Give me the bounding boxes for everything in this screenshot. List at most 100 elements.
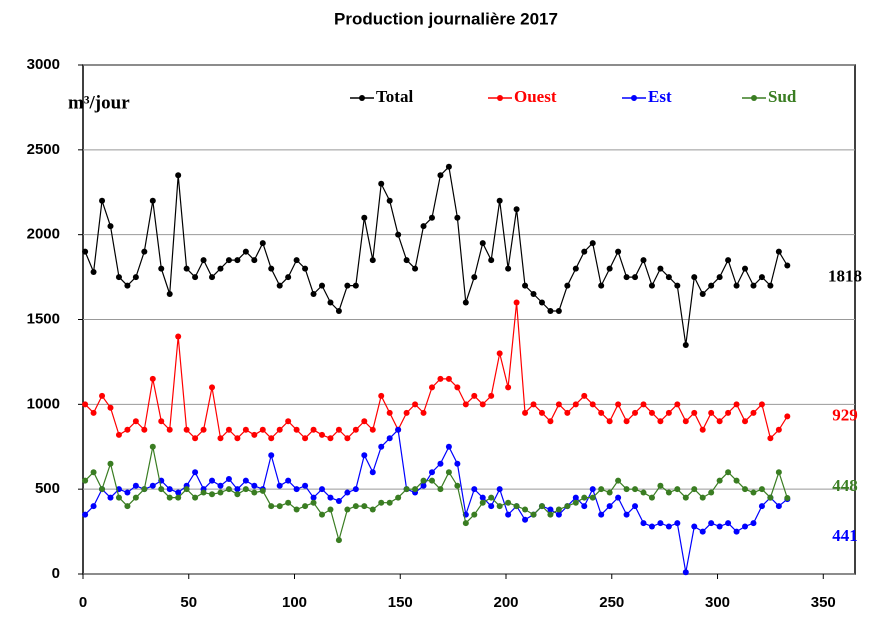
data-point: [183, 265, 190, 272]
data-point: [225, 475, 232, 482]
data-point: [141, 486, 148, 493]
data-point: [445, 469, 452, 476]
data-point: [251, 257, 258, 264]
data-point: [598, 282, 605, 289]
data-point: [369, 257, 376, 264]
data-point: [555, 506, 562, 513]
data-point: [276, 482, 283, 489]
data-point: [361, 503, 368, 510]
data-point: [107, 494, 114, 501]
data-point: [581, 392, 588, 399]
data-point: [454, 214, 461, 221]
data-point: [319, 486, 326, 493]
data-point: [699, 528, 706, 535]
data-point: [166, 494, 173, 501]
data-point: [141, 248, 148, 255]
y-axis-label: m³/jour: [68, 92, 130, 113]
data-point: [581, 248, 588, 255]
data-point: [378, 180, 385, 187]
data-point: [606, 265, 613, 272]
data-point: [82, 248, 89, 255]
data-point: [234, 491, 241, 498]
end-value-label: 929: [832, 405, 858, 424]
data-point: [344, 489, 351, 496]
data-point: [775, 469, 782, 476]
data-point: [107, 404, 114, 411]
data-point: [420, 409, 427, 416]
data-point: [437, 486, 444, 493]
data-point: [640, 401, 647, 408]
data-point: [445, 163, 452, 170]
data-point: [767, 282, 774, 289]
data-point: [386, 435, 393, 442]
data-point: [530, 401, 537, 408]
data-point: [623, 486, 630, 493]
data-point: [784, 494, 791, 501]
data-point: [251, 489, 258, 496]
data-point: [674, 401, 681, 408]
data-point: [699, 494, 706, 501]
data-point: [758, 486, 765, 493]
data-point: [183, 486, 190, 493]
data-point: [445, 443, 452, 450]
data-point: [200, 257, 207, 264]
data-point: [598, 486, 605, 493]
legend-marker: [359, 95, 365, 101]
data-point: [682, 341, 689, 348]
data-point: [682, 418, 689, 425]
data-point: [251, 482, 258, 489]
series-line: [84, 428, 788, 573]
data-point: [445, 375, 452, 382]
data-point: [522, 409, 529, 416]
data-point: [200, 426, 207, 433]
data-point: [242, 426, 249, 433]
data-point: [386, 499, 393, 506]
data-point: [437, 172, 444, 179]
data-point: [259, 487, 266, 494]
data-point: [640, 489, 647, 496]
x-tick-label: 150: [388, 594, 413, 611]
data-point: [784, 413, 791, 420]
data-point: [479, 401, 486, 408]
data-point: [615, 477, 622, 484]
legend-marker: [751, 95, 757, 101]
data-point: [242, 486, 249, 493]
data-point: [115, 431, 122, 438]
y-tick-label: 2500: [27, 141, 60, 158]
data-point: [598, 511, 605, 518]
data-point: [225, 486, 232, 493]
data-point: [378, 443, 385, 450]
data-point: [632, 503, 639, 510]
data-point: [665, 274, 672, 281]
end-value-label: 441: [832, 526, 858, 545]
data-point: [234, 486, 241, 493]
data-point: [293, 257, 300, 264]
data-point: [555, 511, 562, 518]
legend-label: Est: [648, 87, 672, 106]
data-point: [623, 418, 630, 425]
data-point: [742, 486, 749, 493]
y-tick-label: 3000: [27, 56, 60, 73]
data-point: [775, 426, 782, 433]
data-point: [522, 282, 529, 289]
data-point: [352, 282, 359, 289]
data-point: [598, 409, 605, 416]
data-point: [412, 265, 419, 272]
data-point: [259, 426, 266, 433]
data-point: [581, 503, 588, 510]
data-point: [386, 409, 393, 416]
data-point: [538, 299, 545, 306]
data-point: [107, 460, 114, 467]
data-point: [775, 248, 782, 255]
data-point: [344, 282, 351, 289]
data-point: [285, 274, 292, 281]
data-point: [90, 268, 97, 275]
data-point: [251, 431, 258, 438]
data-point: [572, 494, 579, 501]
data-point: [758, 503, 765, 510]
data-point: [462, 520, 469, 527]
data-point: [335, 426, 342, 433]
data-point: [648, 409, 655, 416]
data-point: [775, 503, 782, 510]
data-point: [310, 426, 317, 433]
